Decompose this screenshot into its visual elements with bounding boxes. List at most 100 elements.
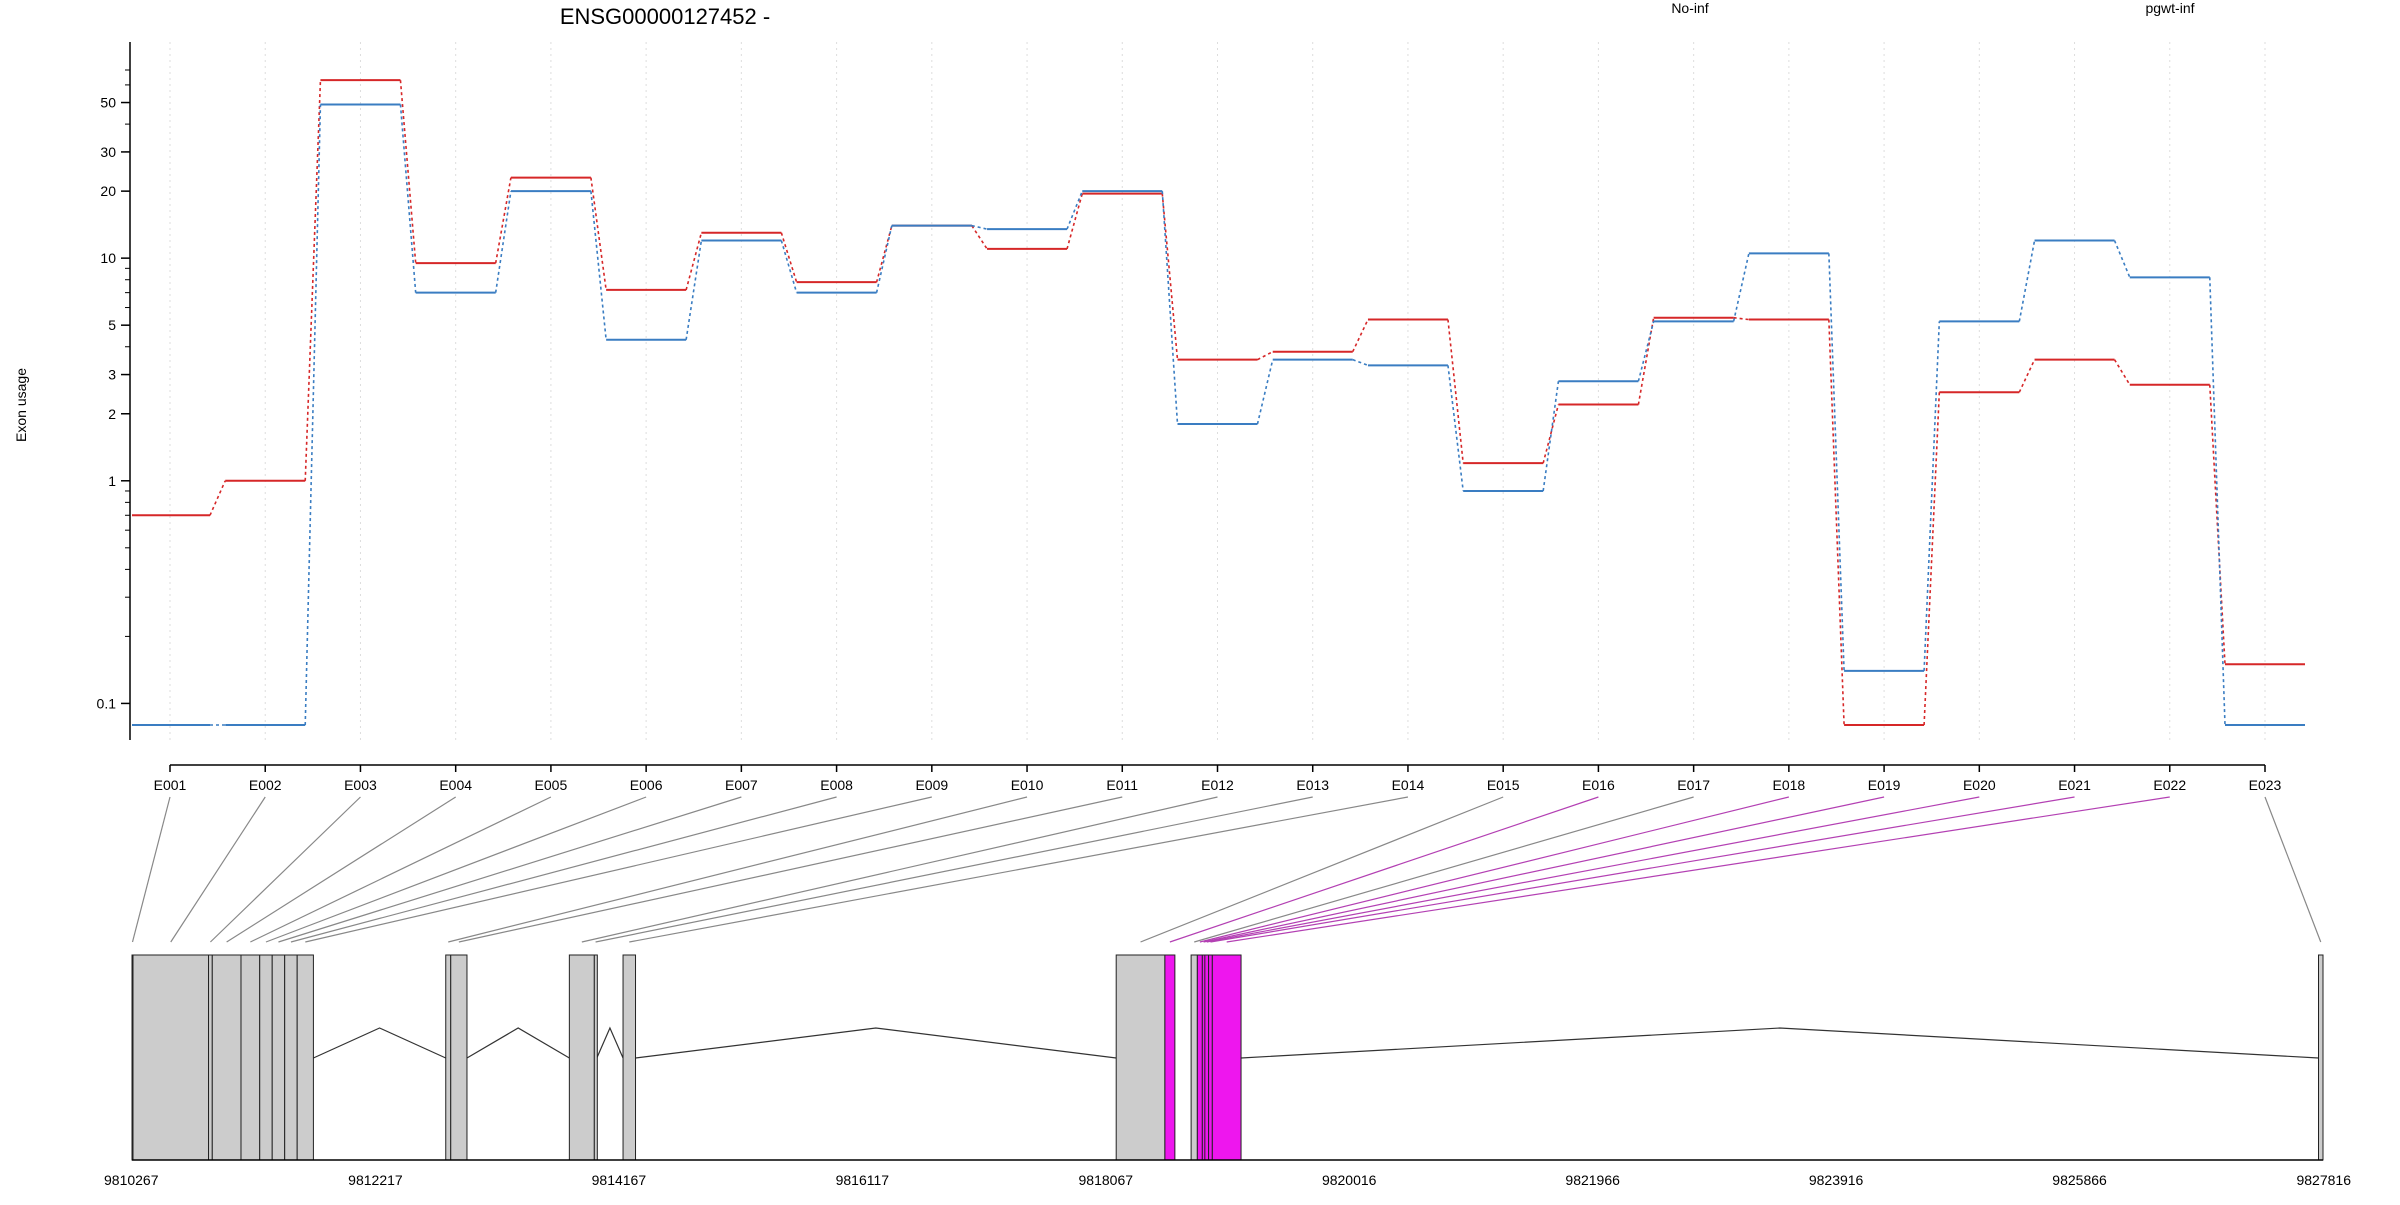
intron-line xyxy=(635,1027,1117,1059)
connector xyxy=(1542,381,1560,492)
exon-box-e016 xyxy=(1164,954,1176,1161)
connector xyxy=(1066,193,1084,250)
connector xyxy=(399,104,417,293)
x-tick-label-e004: E004 xyxy=(439,777,472,793)
connector xyxy=(1732,253,1750,322)
series-pgwt-inf xyxy=(132,103,2305,726)
x-tick-label-e010: E010 xyxy=(1011,777,1044,793)
x-tick-label-e001: E001 xyxy=(154,777,187,793)
y-tick-label: 10 xyxy=(100,250,116,266)
genomic-tick-label: 9810267 xyxy=(104,1172,159,1188)
exon-box-e013 xyxy=(593,954,598,1161)
exon-box-e005 xyxy=(240,954,261,1161)
x-tick-label-e012: E012 xyxy=(1201,777,1234,793)
x-tick-label-e002: E002 xyxy=(249,777,282,793)
x-tick-label-e014: E014 xyxy=(1392,777,1425,793)
genomic-tick-label: 9812217 xyxy=(348,1172,403,1188)
connector xyxy=(1256,359,1274,425)
exon-box-e020 xyxy=(1204,954,1210,1161)
exon-link-e021 xyxy=(1210,796,2075,943)
x-tick-label-e007: E007 xyxy=(725,777,758,793)
exon-box-e012 xyxy=(568,954,595,1161)
connector xyxy=(590,191,607,340)
connector xyxy=(1828,253,1845,671)
exon-link-e008 xyxy=(290,796,837,943)
connector xyxy=(1733,316,1749,321)
y-tick-label: 1 xyxy=(108,473,116,489)
connector xyxy=(780,232,798,283)
exon-link-e005 xyxy=(250,796,552,943)
connector xyxy=(685,232,703,291)
exon-link-e007 xyxy=(278,796,742,943)
exon-link-e017 xyxy=(1194,796,1694,943)
exon-box-e009 xyxy=(296,954,314,1161)
y-axis-label: Exon usage xyxy=(13,368,29,442)
exon-box-e015 xyxy=(1115,954,1166,1161)
exon-link-e013 xyxy=(595,796,1313,943)
connector xyxy=(2018,240,2036,322)
genomic-tick-label: 9814167 xyxy=(592,1172,647,1188)
connector xyxy=(1542,404,1560,464)
x-tick-label-e003: E003 xyxy=(344,777,377,793)
y-tick-label: 5 xyxy=(108,317,116,333)
gene-model: 9810267 9812217 9814167 9816117 9818067 98200… xyxy=(104,796,2351,1188)
chart-title: ENSG00000127452 - xyxy=(560,4,770,29)
exon-link-e009 xyxy=(305,796,932,943)
plot-area: 0.1 1 2 3 5 10 20 30 50 E001 E002 E003 E004 E005 E006 E… xyxy=(97,42,2305,793)
connector xyxy=(399,80,417,264)
exon-box-e021 xyxy=(1208,954,1213,1161)
exon-box-e010 xyxy=(445,954,452,1161)
intron-line xyxy=(466,1027,570,1059)
x-tick-label-e016: E016 xyxy=(1582,777,1615,793)
y-tick-label: 30 xyxy=(100,144,116,160)
connector xyxy=(1257,350,1274,361)
exon-box-e011 xyxy=(450,954,468,1161)
exon-link-e016 xyxy=(1169,796,1599,943)
exon-link-e003 xyxy=(209,796,361,943)
connector xyxy=(590,177,607,291)
connector xyxy=(209,480,226,516)
connector xyxy=(875,225,893,283)
connector xyxy=(1352,358,1369,367)
exon-link-e023 xyxy=(2264,796,2322,943)
x-tick-label-e019: E019 xyxy=(1868,777,1901,793)
connector xyxy=(494,177,512,264)
genomic-tick-label: 9825866 xyxy=(2052,1172,2107,1188)
exon-box-e023 xyxy=(2318,954,2324,1161)
genomic-tick-label: 9827816 xyxy=(2296,1172,2351,1188)
exon-link-e006 xyxy=(265,796,647,943)
exon-box-e004 xyxy=(211,954,242,1161)
connector xyxy=(971,225,988,250)
intron-line xyxy=(313,1027,446,1059)
exon-link-e011 xyxy=(458,796,1123,943)
connector xyxy=(2018,359,2036,393)
connector xyxy=(2113,240,2131,278)
y-tick-label: 50 xyxy=(100,95,116,111)
x-tick-label-e017: E017 xyxy=(1677,777,1710,793)
connector xyxy=(1447,319,1464,464)
exon-box-e008 xyxy=(284,954,298,1161)
exon-box-e022 xyxy=(1211,954,1242,1161)
connector xyxy=(1637,321,1655,382)
exon-link-e019 xyxy=(1203,796,1885,943)
connector xyxy=(2208,277,2226,726)
exon-box-e007 xyxy=(271,954,286,1161)
exon-box-e014 xyxy=(622,954,637,1161)
x-tick-label-e013: E013 xyxy=(1296,777,1329,793)
intron-line xyxy=(1241,1027,2319,1059)
x-tick-label-e023: E023 xyxy=(2249,777,2282,793)
legend-pgwt-inf: pgwt-inf xyxy=(2145,0,2194,16)
y-tick-label: 2 xyxy=(108,406,116,422)
x-tick-label-e009: E009 xyxy=(915,777,948,793)
y-tick-label: 0.1 xyxy=(97,695,117,711)
x-tick-label-e020: E020 xyxy=(1963,777,1996,793)
exon-link-e001 xyxy=(131,796,171,943)
connector xyxy=(2113,359,2131,386)
connector xyxy=(1923,392,1941,726)
x-tick-label-e005: E005 xyxy=(535,777,568,793)
exon-box-e002 xyxy=(132,954,210,1161)
intron-line xyxy=(596,1026,624,1059)
y-tick-label: 20 xyxy=(100,183,116,199)
x-tick-label-e008: E008 xyxy=(820,777,853,793)
